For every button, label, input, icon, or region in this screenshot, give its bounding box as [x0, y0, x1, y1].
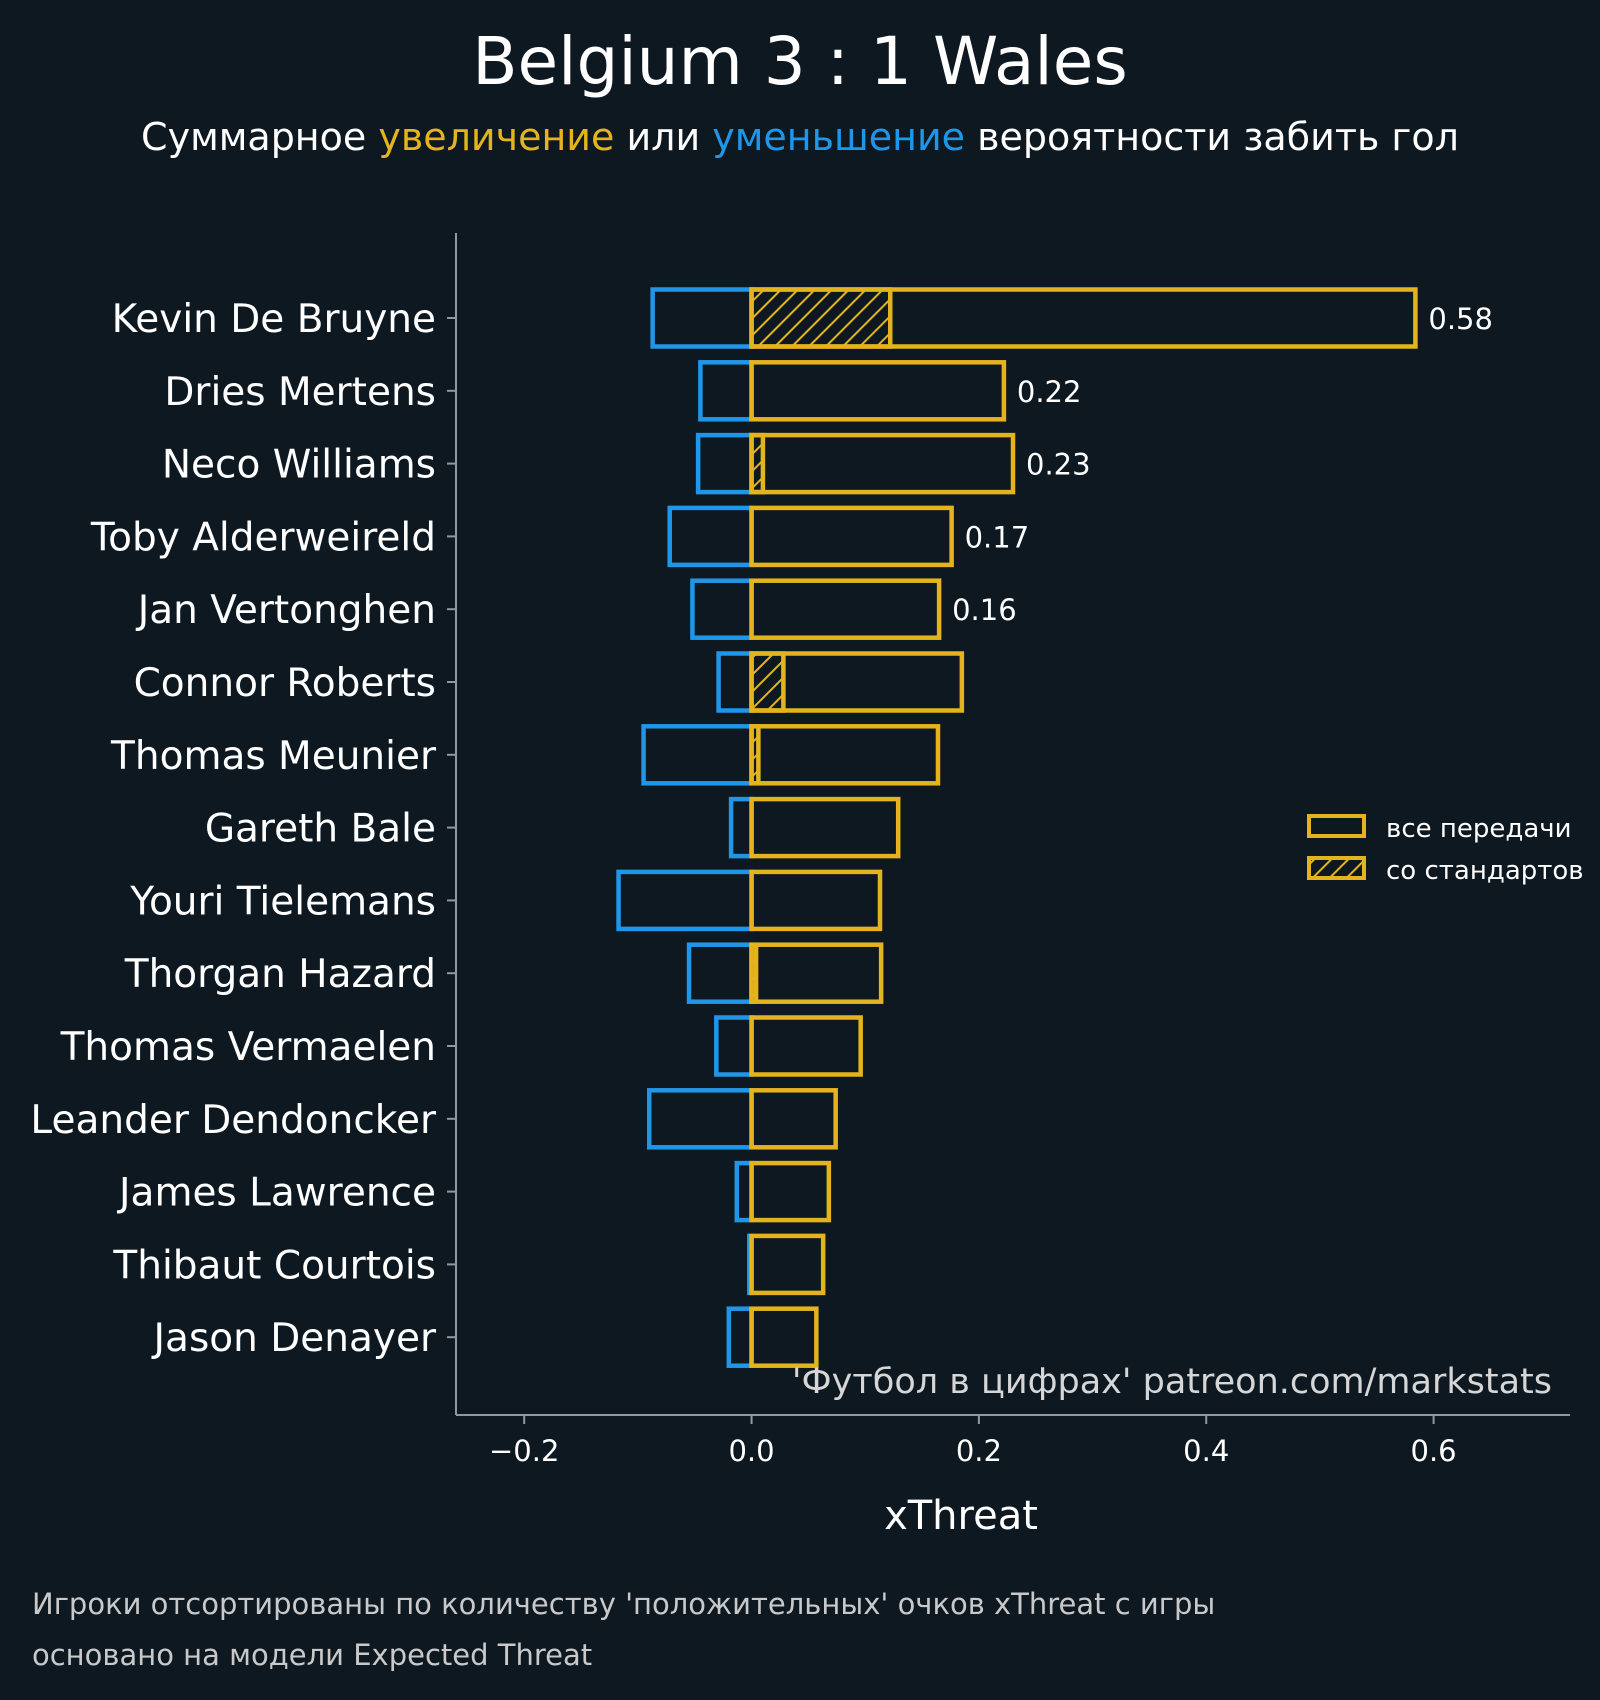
subtitle-prefix: Суммарное [141, 115, 378, 159]
legend: все передачи со стандартов [1307, 814, 1584, 886]
positive-bar [749, 1306, 819, 1368]
negative-bar [686, 942, 754, 1004]
x-tick-label: −0.2 [489, 1434, 559, 1468]
chart-subtitle: Суммарное увеличение или уменьшение веро… [141, 115, 1459, 159]
negative-bar [698, 360, 754, 422]
bar-value-label: 0.16 [952, 593, 1017, 627]
negative-bar [646, 1088, 754, 1150]
positive-bar [749, 287, 1418, 349]
legend-label-all-passes: все передачи [1386, 814, 1572, 844]
player-label: Toby Alderweireld [90, 515, 436, 560]
set-piece-bar [749, 651, 786, 713]
x-tick-label: 0.6 [1411, 1434, 1457, 1468]
negative-bar [641, 724, 754, 786]
positive-bar [749, 1015, 863, 1077]
negative-bar [690, 578, 754, 640]
subtitle-positive-word: увеличение [378, 115, 614, 159]
player-label: Thorgan Hazard [124, 952, 436, 997]
player-label: Connor Roberts [134, 661, 436, 706]
positive-bar [749, 578, 942, 640]
legend-swatch-all-passes [1307, 814, 1366, 838]
player-label: Youri Tielemans [129, 879, 436, 924]
player-label: Leander Dendoncker [30, 1098, 437, 1143]
chart-title: Belgium 3 : 1 Wales [472, 23, 1128, 100]
positive-bar [749, 724, 941, 786]
positive-bar [749, 1088, 838, 1150]
negative-bar [716, 651, 754, 713]
player-label: Jan Vertonghen [135, 588, 436, 633]
player-label: Gareth Bale [205, 807, 436, 852]
negative-bar [650, 287, 754, 349]
player-label: Kevin De Bruyne [112, 297, 436, 342]
negative-bar [726, 1306, 754, 1368]
player-label: Neco Williams [162, 443, 436, 488]
bar-value-label: 0.22 [1017, 375, 1082, 409]
player-label: Jason Denayer [151, 1316, 437, 1361]
legend-swatch-set-pieces [1307, 856, 1366, 880]
subtitle-middle: или [614, 115, 712, 159]
x-tick-label: 0.4 [1183, 1434, 1229, 1468]
negative-bar [667, 505, 754, 568]
player-label: James Lawrence [116, 1171, 436, 1216]
positive-bar [749, 505, 954, 568]
positive-bar [749, 360, 1007, 422]
player-label: Thomas Meunier [110, 734, 437, 779]
player-label: Dries Mertens [164, 370, 436, 415]
plot-area: −0.2 0.0 0.2 0.4 0.6 Kevin De Bruyne 0.58 Dries… [30, 233, 1570, 1468]
negative-bar [695, 432, 754, 495]
positive-bar [749, 1233, 826, 1296]
positive-bar [749, 796, 901, 859]
positive-bar [749, 432, 1016, 495]
negative-bar [728, 796, 754, 859]
negative-bar [616, 869, 754, 932]
x-tick-label: 0.0 [728, 1434, 774, 1468]
set-piece-bar [749, 287, 893, 349]
positive-bar [749, 651, 965, 713]
subtitle-suffix: вероятности забить гол [965, 115, 1459, 159]
positive-bar [749, 869, 883, 932]
positive-bar [749, 1160, 832, 1223]
player-label: Thibaut Courtois [112, 1243, 436, 1288]
positive-bar [749, 942, 884, 1004]
player-label: Thomas Vermaelen [60, 1025, 436, 1070]
bar-value-label: 0.58 [1428, 302, 1493, 336]
watermark: 'Футбол в цифрах' patreon.com/markstats [792, 1362, 1552, 1402]
bar-value-label: 0.23 [1026, 448, 1091, 482]
footnote-line-2: основано на модели Expected Threat [32, 1638, 592, 1672]
subtitle-negative-word: уменьшение [712, 115, 965, 159]
x-tick-label: 0.2 [956, 1434, 1002, 1468]
x-axis-label: xThreat [884, 1493, 1038, 1539]
bar-value-label: 0.17 [965, 520, 1030, 554]
footnote-line-1: Игроки отсортированы по количеству 'поло… [32, 1587, 1215, 1621]
negative-bar [714, 1015, 754, 1077]
legend-label-set-pieces: со стандартов [1386, 856, 1584, 886]
